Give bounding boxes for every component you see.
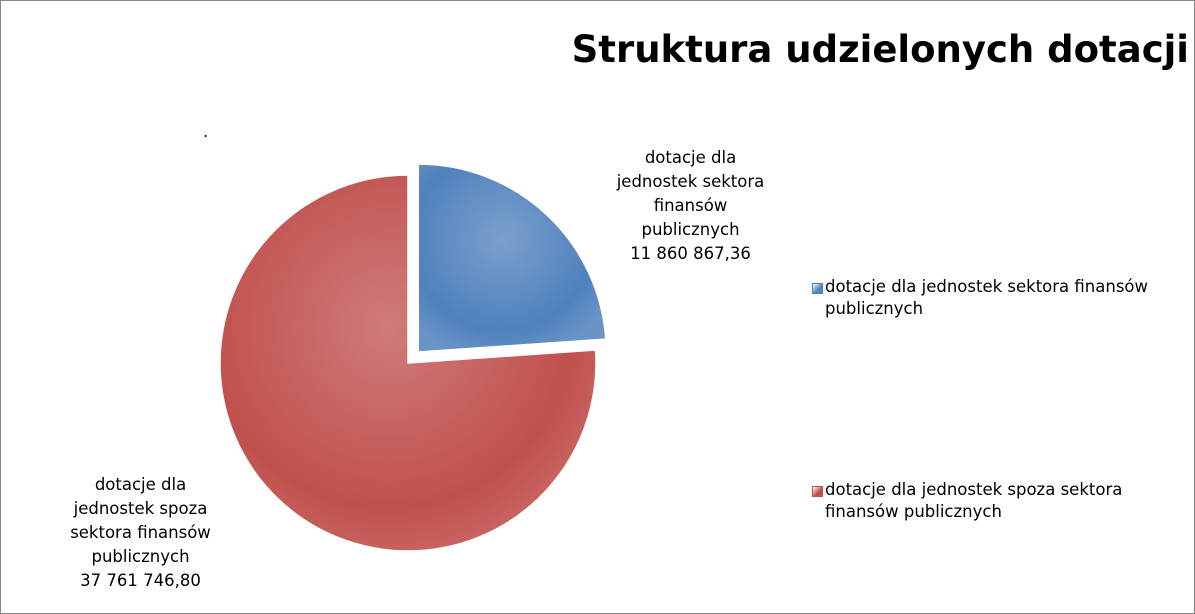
- data-label: dotacje dla jednostek spoza sektora fina…: [53, 473, 228, 593]
- data-label-value: 11 860 867,36: [630, 244, 751, 263]
- pie-slice: [219, 174, 597, 552]
- legend-label: dotacje dla jednostek sektora finansów p…: [825, 277, 1149, 318]
- pie-slice: [417, 163, 607, 353]
- legend-swatch: [812, 486, 823, 497]
- legend-label: dotacje dla jednostek spoza sektora fina…: [825, 480, 1123, 521]
- legend-item: dotacje dla jednostek spoza sektora fina…: [812, 479, 1182, 523]
- chart-title: Struktura udzielonych dotacji: [571, 28, 1189, 71]
- legend-swatch: [812, 283, 823, 294]
- data-label-value: 37 761 746,80: [80, 571, 201, 590]
- annotation: .: [203, 122, 209, 141]
- data-label-category: dotacje dla jednostek spoza sektora fina…: [70, 475, 211, 566]
- data-label: dotacje dla jednostek sektora finansów p…: [603, 146, 778, 266]
- data-label-category: dotacje dla jednostek sektora finansów p…: [616, 148, 765, 239]
- legend-item: dotacje dla jednostek sektora finansów p…: [812, 276, 1182, 320]
